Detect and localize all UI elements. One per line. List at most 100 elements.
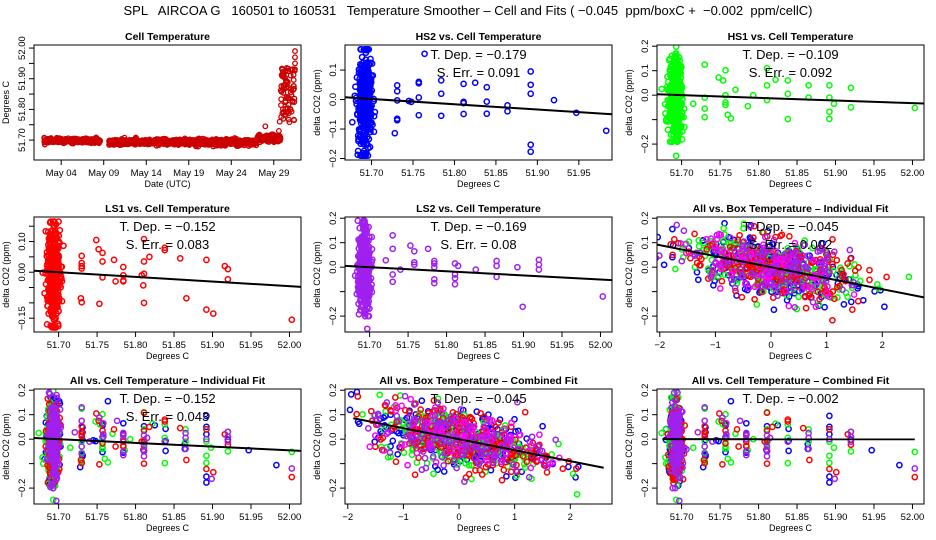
data-point: [829, 236, 836, 243]
data-point: [92, 410, 100, 417]
data-point: [801, 293, 809, 301]
data-point: [357, 66, 365, 74]
data-point: [678, 257, 686, 265]
data-point: [772, 76, 779, 84]
data-point: [357, 306, 365, 314]
data-point: [776, 255, 784, 263]
data-point: [146, 253, 153, 261]
plot-frame: [33, 216, 302, 333]
data-point: [104, 459, 112, 466]
data-point: [471, 79, 479, 87]
data-point: [833, 256, 841, 264]
data-point: [454, 262, 462, 270]
data-point: [364, 269, 371, 276]
data-point: [721, 271, 729, 279]
plot-area: [657, 219, 924, 324]
plot-area: [41, 48, 298, 150]
data-point: [493, 262, 500, 270]
data-point: [389, 245, 397, 253]
x-tick-label: 51.95: [862, 168, 886, 179]
data-point: [78, 252, 86, 260]
data-point: [359, 225, 367, 233]
data-point: [818, 258, 825, 265]
data-point: [823, 255, 831, 263]
data-point: [760, 241, 767, 249]
data-point: [377, 428, 384, 435]
data-point: [689, 100, 697, 108]
x-tick-label: 51.70: [47, 512, 71, 523]
data-point: [203, 435, 210, 443]
data-point: [715, 261, 723, 268]
y-tick-label: 0.1: [328, 63, 339, 76]
data-point: [679, 253, 687, 261]
data-point: [660, 261, 668, 269]
data-point: [56, 406, 64, 413]
data-point: [829, 316, 836, 324]
data-point: [286, 119, 293, 126]
s-err-annotation: S. Err. = 0.08: [440, 237, 516, 252]
y-tick-label: 0.2: [640, 40, 651, 53]
plot-area: [34, 389, 301, 504]
data-point: [367, 55, 374, 63]
data-point: [182, 438, 189, 445]
data-point: [93, 137, 100, 143]
data-point: [46, 243, 54, 251]
data-point: [53, 394, 61, 402]
x-axis-label: Degrees C: [146, 523, 190, 533]
data-point: [757, 282, 765, 290]
y-tick-label: −0.1: [328, 120, 339, 139]
data-point: [535, 266, 543, 273]
data-point: [410, 261, 418, 269]
data-point: [451, 274, 459, 282]
data-point: [848, 306, 856, 313]
t-dep-annotation: T. Dep. = −0.179: [430, 47, 526, 62]
x-axis-label: Degrees C: [457, 351, 501, 361]
data-point: [670, 105, 678, 112]
data-point: [694, 276, 702, 284]
data-point: [78, 417, 86, 425]
data-point: [353, 290, 361, 298]
data-point: [794, 278, 802, 286]
data-point: [119, 451, 127, 459]
data-point: [357, 120, 365, 127]
data-point: [112, 278, 119, 285]
data-point: [800, 276, 808, 284]
data-point: [55, 307, 62, 315]
y-tick-label: 52.00: [17, 36, 28, 60]
data-point: [666, 55, 674, 63]
x-tick-label: 51.90: [512, 340, 536, 351]
data-point: [881, 303, 888, 311]
data-point: [527, 68, 535, 75]
data-point: [66, 444, 74, 452]
data-point: [905, 273, 913, 281]
data-point: [866, 276, 873, 284]
data-point: [48, 427, 55, 434]
data-point: [235, 138, 242, 145]
data-point: [774, 284, 782, 292]
data-point: [78, 262, 86, 270]
data-point: [713, 235, 721, 243]
data-point: [750, 255, 757, 263]
data-point: [840, 301, 848, 308]
plot-area: [345, 217, 612, 332]
data-point: [784, 244, 792, 252]
data-point: [777, 232, 784, 240]
data-point: [357, 297, 364, 305]
t-dep-annotation: T. Dep. = −0.152: [119, 391, 215, 406]
data-point: [203, 256, 210, 264]
data-point: [793, 258, 801, 265]
data-point: [285, 116, 292, 123]
data-point: [78, 450, 86, 458]
data-point: [140, 299, 148, 307]
x-tick-label: 51.70: [47, 340, 71, 351]
data-point: [778, 278, 786, 286]
data-point: [360, 103, 367, 111]
y-tick-label: 0.0: [328, 261, 339, 274]
plot-area: [345, 46, 612, 159]
data-point: [207, 444, 215, 452]
data-point: [673, 221, 681, 229]
data-point: [806, 283, 814, 291]
data-point: [110, 426, 118, 433]
